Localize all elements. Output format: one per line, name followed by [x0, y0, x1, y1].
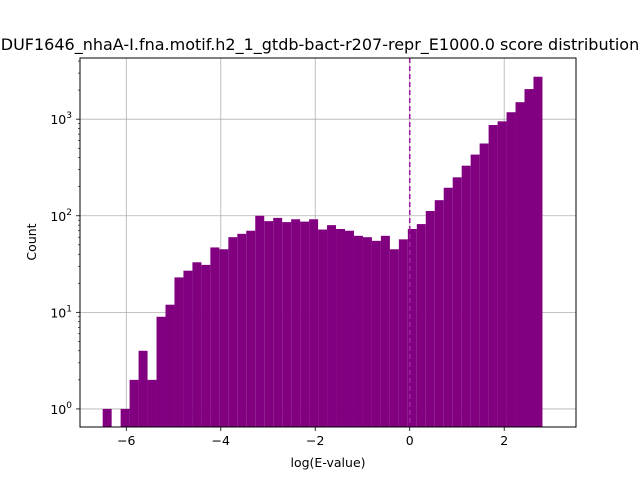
x-tick-label: −6	[117, 433, 135, 448]
histogram-bar	[237, 233, 247, 427]
histogram-bar	[201, 264, 211, 427]
histogram-bar	[210, 247, 220, 427]
y-tick-label: 101	[50, 304, 72, 320]
chart-title: DUF1646_nhaA-I.fna.motif.h2_1_gtdb-bact-…	[1, 35, 639, 55]
histogram-bar	[497, 121, 507, 428]
x-tick-label: −2	[306, 433, 324, 448]
x-tick-label: 0	[406, 433, 414, 448]
histogram-bar	[371, 240, 381, 427]
histogram-bar	[219, 249, 229, 427]
histogram-bar	[318, 229, 328, 427]
histogram-bar	[362, 237, 372, 427]
x-axis-ticks: −6 −4 −2 0 2	[117, 427, 508, 448]
histogram-bar	[336, 228, 346, 427]
histogram-bar	[192, 262, 202, 427]
y-axis-ticks: 100 101 102 103	[50, 60, 80, 417]
histogram-bar	[300, 221, 310, 427]
histogram-bar	[515, 102, 525, 428]
y-axis-label: Count	[24, 223, 39, 260]
histogram-bar	[533, 76, 543, 427]
y-tick-label: 100	[50, 401, 72, 417]
histogram-bar	[246, 230, 256, 427]
histogram-bar	[264, 221, 274, 427]
histogram-bar	[524, 89, 534, 427]
x-tick-label: −4	[212, 433, 230, 448]
y-tick-label: 102	[50, 208, 72, 224]
histogram-bar	[506, 112, 516, 428]
x-tick-label: 2	[500, 433, 508, 448]
histogram-bar	[174, 277, 184, 427]
histogram-bar	[443, 187, 453, 427]
histogram-bar	[291, 219, 301, 427]
histogram-bar	[282, 222, 292, 427]
histogram-bar	[255, 215, 265, 427]
histogram-bar	[434, 200, 444, 427]
histogram-bar	[461, 165, 471, 427]
x-axis-label: log(E-value)	[290, 455, 365, 470]
histogram-bar	[380, 235, 390, 427]
histogram-bar	[416, 224, 426, 427]
histogram-bar	[183, 270, 193, 427]
histogram-bar	[147, 379, 157, 427]
histogram-bar	[273, 217, 283, 427]
histogram-bar	[102, 408, 112, 427]
bars	[102, 76, 543, 428]
plot-frame	[79, 57, 577, 428]
histogram-bar	[165, 304, 175, 427]
histogram-bar	[407, 228, 417, 427]
histogram-bar	[353, 235, 363, 427]
histogram-bar	[452, 177, 462, 427]
histogram-bar	[389, 249, 399, 427]
y-tick-label: 103	[50, 111, 72, 127]
histogram-bar	[327, 225, 337, 427]
histogram-bar	[479, 143, 489, 428]
histogram-bar	[129, 379, 139, 427]
histogram-bar	[309, 219, 319, 427]
histogram-bar	[345, 230, 354, 427]
histogram-bar	[398, 239, 408, 427]
histogram-bar	[138, 350, 148, 427]
histogram-bar	[120, 408, 130, 427]
histogram-bar	[425, 211, 435, 427]
histogram-bar	[488, 125, 498, 428]
histogram-bar	[228, 237, 238, 427]
histogram-bar	[470, 154, 480, 427]
histogram-bar	[156, 316, 166, 427]
